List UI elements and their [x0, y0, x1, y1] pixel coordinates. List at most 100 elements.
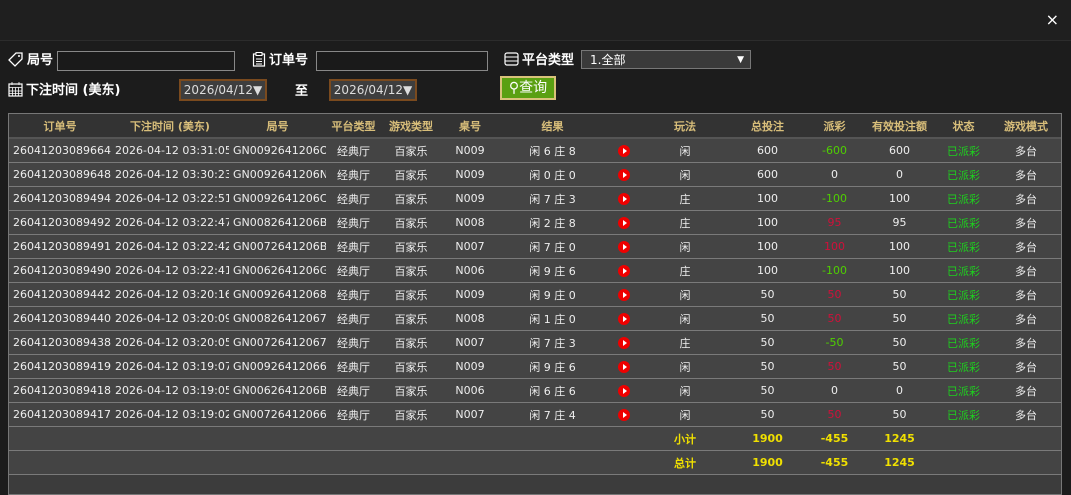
- valid-bet: 0: [863, 162, 936, 187]
- replay-cell: [606, 330, 641, 355]
- bet-side: 闲: [641, 282, 729, 307]
- play-icon[interactable]: [617, 361, 630, 373]
- play-icon[interactable]: [617, 385, 630, 397]
- replay-cell: [606, 210, 641, 235]
- status: 已派彩: [936, 378, 991, 403]
- play-icon[interactable]: [617, 217, 630, 229]
- column-header: 有效投注额: [863, 114, 936, 139]
- order-id: 260412030894173: [9, 402, 111, 427]
- valid-bet: 600: [863, 138, 936, 163]
- bet-side: 闲: [641, 378, 729, 403]
- valid-bet: 50: [863, 282, 936, 307]
- date-from-picker[interactable]: 2026/04/12▼: [179, 79, 267, 101]
- round-id: GN0082641206B: [229, 210, 326, 235]
- replay-cell: [606, 282, 641, 307]
- column-header: 下注时间 (美东): [111, 114, 229, 139]
- table-row[interactable]: 260412030894909 2026-04-12 03:22:41 GN0062…: [9, 258, 1061, 283]
- play-icon[interactable]: [617, 337, 630, 349]
- play-icon[interactable]: [617, 289, 630, 301]
- result: 闲 9 庄 6: [499, 258, 606, 283]
- result: 闲 7 庄 3: [499, 186, 606, 211]
- platform: 经典厅: [326, 282, 381, 307]
- table-row[interactable]: 260412030894927 2026-04-12 03:22:47 GN0082…: [9, 210, 1061, 235]
- game-mode: 多台: [991, 402, 1061, 427]
- game-mode: 多台: [991, 282, 1061, 307]
- platform-select[interactable]: 1.全部 ▼: [581, 50, 751, 69]
- game-mode: 多台: [991, 306, 1061, 331]
- table-row[interactable]: 260412030894914 2026-04-12 03:22:42 GN0072…: [9, 234, 1061, 259]
- bet-time: 2026-04-12 03:22:47: [111, 210, 229, 235]
- round-id: GN00726412066: [229, 402, 326, 427]
- replay-cell: [606, 186, 641, 211]
- bet-time: 2026-04-12 03:31:05: [111, 138, 229, 163]
- chevron-down-icon: ▼: [737, 55, 744, 65]
- query-button[interactable]: ⚲查询: [500, 76, 556, 100]
- close-icon[interactable]: ×: [1045, 10, 1059, 29]
- table-row[interactable]: 260412030894405 2026-04-12 03:20:09 GN0082…: [9, 306, 1061, 331]
- play-icon[interactable]: [617, 265, 630, 277]
- play-icon[interactable]: [617, 169, 630, 181]
- order-input[interactable]: [316, 51, 488, 71]
- table-no: N007: [441, 330, 499, 355]
- time-label-text: 下注时间 (美东): [26, 83, 121, 98]
- payout: -50: [806, 330, 863, 355]
- game-mode: 多台: [991, 378, 1061, 403]
- replay-cell: [606, 402, 641, 427]
- search-icon: ⚲: [508, 80, 520, 96]
- order-id: 260412030896489: [9, 162, 111, 187]
- play-icon[interactable]: [617, 409, 630, 421]
- column-header: 游戏类型: [381, 114, 441, 139]
- round-label: 局号: [8, 49, 53, 68]
- valid-bet: 100: [863, 234, 936, 259]
- round-id: GN00926412066: [229, 354, 326, 379]
- table-row[interactable]: 260412030896641 2026-04-12 03:31:05 GN0092…: [9, 138, 1061, 163]
- platform: 经典厅: [326, 234, 381, 259]
- game-mode: 多台: [991, 354, 1061, 379]
- bet-time: 2026-04-12 03:22:51: [111, 186, 229, 211]
- round-id: GN0062641206B: [229, 378, 326, 403]
- game-type: 百家乐: [381, 282, 441, 307]
- bet-side: 闲: [641, 354, 729, 379]
- calendar-icon: [8, 81, 23, 97]
- order-id: 260412030894388: [9, 330, 111, 355]
- game-mode: 多台: [991, 258, 1061, 283]
- game-type: 百家乐: [381, 162, 441, 187]
- play-icon[interactable]: [617, 313, 630, 325]
- table-row[interactable]: 260412030896489 2026-04-12 03:30:23 GN0092…: [9, 162, 1061, 187]
- bet-side: 庄: [641, 330, 729, 355]
- replay-cell: [606, 234, 641, 259]
- order-id: 260412030894183: [9, 378, 111, 403]
- bet-time: 2026-04-12 03:19:02: [111, 402, 229, 427]
- table-row[interactable]: 260412030894946 2026-04-12 03:22:51 GN0092…: [9, 186, 1061, 211]
- round-id: GN0062641206G: [229, 258, 326, 283]
- spacer: [9, 450, 641, 475]
- total-bet: 600: [729, 138, 806, 163]
- total-bet: 50: [729, 354, 806, 379]
- play-icon[interactable]: [617, 241, 630, 253]
- game-type: 百家乐: [381, 330, 441, 355]
- valid-bet: 50: [863, 306, 936, 331]
- table-row[interactable]: 260412030894388 2026-04-12 03:20:05 GN0072…: [9, 330, 1061, 355]
- total-bet: 600: [729, 162, 806, 187]
- play-icon[interactable]: [617, 193, 630, 205]
- game-type: 百家乐: [381, 306, 441, 331]
- platform: 经典厅: [326, 378, 381, 403]
- table-row[interactable]: 260412030894173 2026-04-12 03:19:02 GN0072…: [9, 402, 1061, 427]
- table-no: N009: [441, 354, 499, 379]
- subtotal-payout: -455: [806, 426, 863, 451]
- table-row[interactable]: 260412030894428 2026-04-12 03:20:16 GN0092…: [9, 282, 1061, 307]
- game-mode: 多台: [991, 186, 1061, 211]
- subtotal-valid: 1245: [863, 426, 936, 451]
- result: 闲 7 庄 0: [499, 234, 606, 259]
- table-row[interactable]: 260412030894183 2026-04-12 03:19:05 GN0062…: [9, 378, 1061, 403]
- date-to-picker[interactable]: 2026/04/12▼: [329, 79, 417, 101]
- status: 已派彩: [936, 162, 991, 187]
- play-icon[interactable]: [617, 145, 630, 157]
- round-input[interactable]: [57, 51, 235, 71]
- bet-side: 闲: [641, 162, 729, 187]
- order-label: 订单号: [252, 49, 308, 68]
- table-row[interactable]: 260412030894192 2026-04-12 03:19:07 GN0092…: [9, 354, 1061, 379]
- subtotal-row: 小计 1900 -455 1245: [9, 426, 1061, 451]
- column-header: 订单号: [9, 114, 111, 139]
- result: 闲 7 庄 4: [499, 402, 606, 427]
